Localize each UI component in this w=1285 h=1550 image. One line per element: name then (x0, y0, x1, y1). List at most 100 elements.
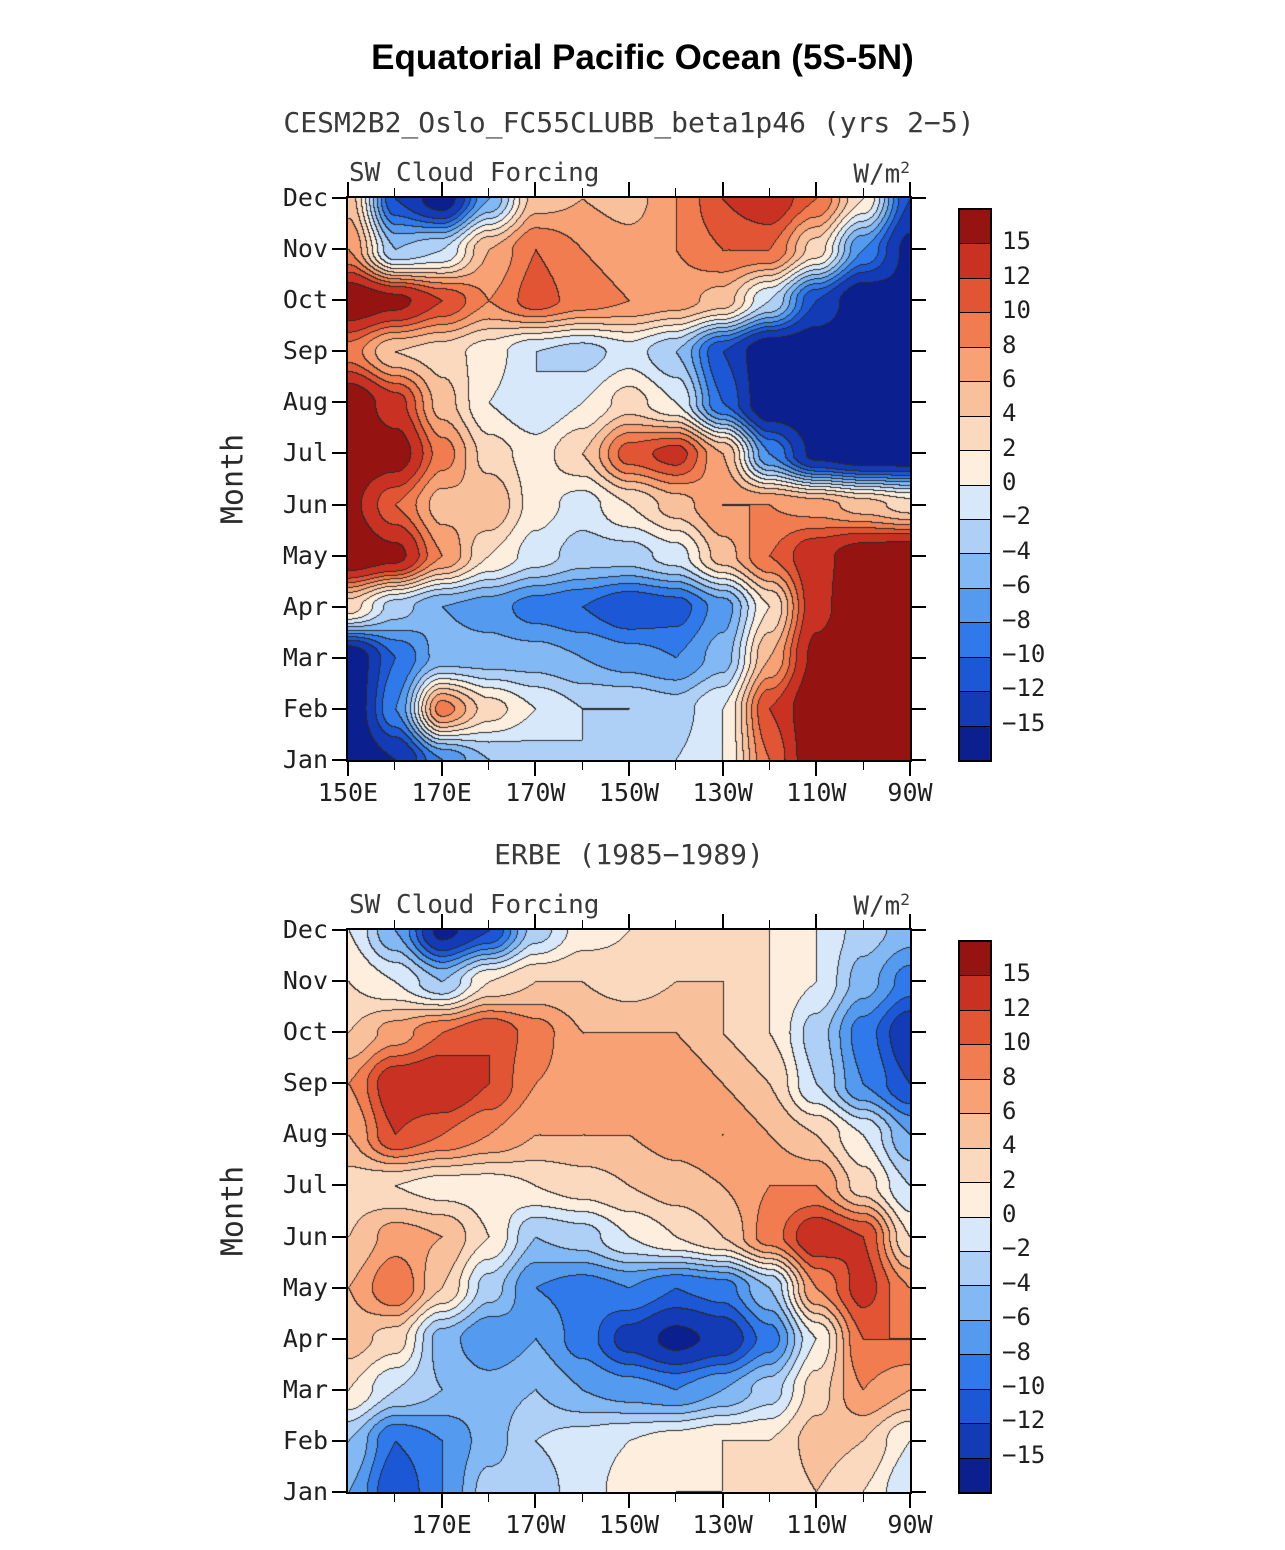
y-tick-mark-right (912, 605, 926, 608)
colorbar-swatch (960, 1183, 990, 1218)
month-tick-label: May (282, 1272, 328, 1302)
y-tick-mark-right (912, 350, 926, 353)
y-tick-mark-right (912, 656, 926, 659)
month-tick-label: Aug (282, 1119, 328, 1149)
y-tick-mark-right (912, 929, 926, 931)
x-tick-label: 130W (692, 1510, 753, 1539)
month-tick-label: Jul (282, 1170, 328, 1200)
y-tick-mark-right (912, 197, 926, 199)
y-tick-mark-right (912, 452, 926, 455)
x-minor-tick-mark-bottom (581, 1494, 583, 1502)
colorbar-tick-label: 10 (1002, 1028, 1031, 1057)
colorbar-swatch (960, 1424, 990, 1459)
colorbar-tick-label: −6 (1002, 571, 1031, 600)
colorbar-tick-label: −10 (1002, 639, 1046, 668)
colorbar-tick-label: 6 (1002, 1096, 1017, 1125)
y-tick-mark-left (332, 1388, 346, 1391)
y-tick-mark-right (912, 1439, 926, 1442)
x-tick-label: 150W (598, 778, 660, 807)
x-tick-mark-bottom (347, 762, 349, 776)
colorbar-tick-label: −15 (1002, 708, 1046, 737)
month-tick-label: Feb (282, 1425, 328, 1455)
colorbar-swatch (960, 1286, 990, 1321)
y-tick-mark-right (912, 248, 926, 251)
y-tick-mark-right (912, 503, 926, 506)
x-tick-mark-top (440, 914, 443, 928)
colorbar-tick-label: 0 (1002, 1200, 1017, 1228)
x-minor-tick-mark-bottom (769, 762, 770, 770)
colorbar-swatch (960, 588, 990, 624)
y-tick-mark-left (332, 1082, 346, 1085)
x-minor-tick-mark-bottom (394, 762, 396, 770)
colorbar-tick-label: 2 (1002, 1165, 1017, 1194)
colorbar-swatch (960, 976, 990, 1011)
x-minor-tick-mark-bottom (488, 1494, 489, 1502)
x-tick-label: 170E (411, 778, 472, 807)
month-tick-label: Sep (282, 1068, 328, 1098)
x-minor-tick-mark-top (862, 188, 864, 196)
x-tick-label: 170W (505, 1510, 566, 1539)
colorbar-tick-label: −2 (1002, 502, 1031, 531)
colorbar-tick-label: 15 (1002, 959, 1031, 988)
x-tick-mark-top (815, 182, 818, 196)
month-tick-label: Jan (282, 745, 328, 774)
y-tick-mark-right (912, 980, 926, 983)
month-tick-label: Mar (282, 1374, 328, 1404)
panel-model-plot-area (346, 196, 912, 762)
x-minor-tick-mark-bottom (675, 1494, 677, 1502)
x-minor-tick-mark-top (394, 920, 396, 928)
units-base: W/m (853, 159, 901, 190)
month-tick-label: Oct (282, 1017, 328, 1047)
month-tick-label: Feb (282, 693, 328, 723)
y-tick-mark-right (912, 1286, 926, 1289)
colorbar-tick-label: 6 (1002, 364, 1017, 393)
colorbar-tick-label: −12 (1002, 1406, 1046, 1435)
colorbar-tick-label: −12 (1002, 674, 1046, 703)
x-tick-mark-bottom (628, 1494, 630, 1508)
y-tick-mark-left (332, 503, 346, 506)
panel-model-subtitle: CESM2B2_Oslo_FC55CLUBB_beta1p46 (yrs 2−5… (283, 106, 975, 139)
x-minor-tick-mark-top (581, 188, 583, 196)
colorbar-tick-label: 12 (1002, 993, 1031, 1022)
month-tick-label: Apr (282, 1323, 328, 1353)
colorbar-swatch (960, 485, 990, 520)
x-minor-tick-mark-top (862, 920, 864, 928)
x-minor-tick-mark-top (488, 920, 489, 928)
y-tick-mark-left (332, 554, 346, 557)
month-tick-label: May (282, 540, 328, 570)
x-tick-mark-bottom (721, 1494, 724, 1508)
colorbar-swatch (960, 1010, 990, 1046)
colorbar-swatch (960, 244, 990, 279)
colorbar-tick-label: −2 (1002, 1234, 1031, 1263)
x-minor-tick-mark-bottom (581, 762, 583, 770)
panel-model-y-axis-label: Month (215, 433, 251, 525)
colorbar-swatch (960, 1355, 990, 1390)
colorbar-tick-label: −10 (1002, 1371, 1046, 1400)
units-exponent: 2 (900, 158, 910, 177)
colorbar-tick-label: −4 (1002, 1268, 1031, 1297)
y-tick-mark-left (332, 1337, 346, 1340)
colorbar-swatch (960, 519, 990, 555)
y-tick-mark-left (332, 1133, 346, 1136)
colorbar-tick-label: 15 (1002, 227, 1031, 256)
y-tick-mark-right (912, 401, 926, 404)
colorbar-swatch (960, 657, 990, 693)
colorbar-swatch (960, 451, 990, 486)
y-tick-mark-left (332, 1235, 346, 1238)
month-tick-label: Dec (282, 915, 328, 944)
y-tick-mark-left (332, 401, 346, 404)
x-tick-label: 150E (317, 778, 379, 807)
panel-model-units-label: W/m2 (853, 158, 910, 190)
y-tick-mark-left (332, 1439, 346, 1442)
x-tick-mark-bottom (440, 1494, 443, 1508)
x-minor-tick-mark-bottom (769, 1494, 770, 1502)
panel-erbe-y-axis-label: Month (215, 1165, 251, 1257)
month-tick-label: Jan (282, 1477, 328, 1506)
panel-erbe-variable-label: SW Cloud Forcing (349, 890, 600, 920)
y-tick-mark-right (912, 1133, 926, 1136)
month-tick-label: Nov (282, 234, 328, 264)
panel-erbe-units-label: W/m2 (853, 890, 910, 922)
y-tick-mark-left (332, 707, 346, 710)
panel-erbe-plot-area (346, 928, 912, 1494)
